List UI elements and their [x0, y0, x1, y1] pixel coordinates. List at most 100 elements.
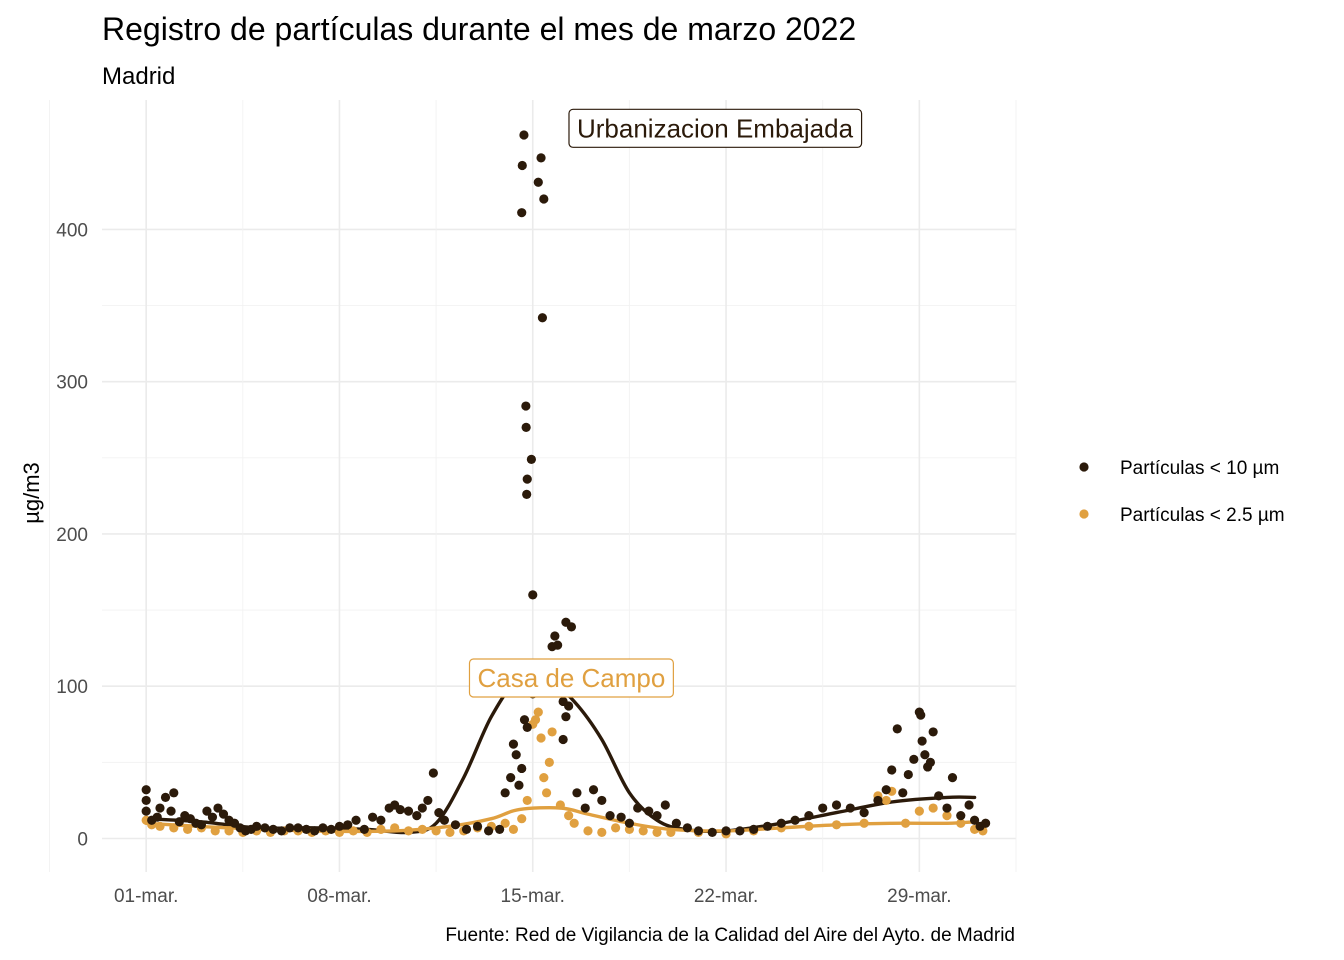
- data-point: [790, 815, 800, 825]
- data-point: [597, 827, 607, 838]
- data-point: [616, 812, 626, 822]
- data-point: [403, 826, 414, 836]
- data-point: [776, 818, 786, 828]
- data-point: [818, 803, 828, 813]
- data-point: [558, 734, 568, 745]
- data-point: [981, 818, 991, 828]
- data-point: [561, 712, 571, 722]
- grid: [49, 100, 1017, 872]
- data-point: [390, 823, 400, 833]
- legend: Partículas < 10 µm Partículas < 2.5 µm: [1079, 458, 1285, 526]
- data-point: [583, 826, 593, 836]
- data-point: [633, 803, 643, 813]
- data-point: [276, 826, 287, 836]
- data-point: [916, 710, 926, 720]
- data-point: [522, 489, 532, 499]
- annotation-box: [468, 658, 674, 698]
- data-point: [495, 824, 505, 834]
- data-point: [141, 795, 151, 806]
- data-point: [376, 815, 386, 825]
- data-point: [671, 818, 681, 828]
- annotation-label: Casa de Campo: [468, 658, 674, 698]
- annotation-text: Urbanizacion Embajada: [577, 113, 854, 143]
- data-point: [956, 811, 966, 821]
- data-point: [638, 826, 648, 836]
- data-point: [348, 826, 358, 836]
- data-point: [412, 811, 422, 821]
- data-point: [569, 818, 579, 828]
- y-axis-label: µg/m3: [19, 462, 44, 524]
- data-point: [537, 313, 548, 323]
- data-point: [166, 806, 176, 816]
- data-point: [762, 821, 773, 831]
- data-point: [666, 827, 676, 838]
- data-point: [605, 811, 615, 821]
- data-point: [652, 811, 662, 821]
- data-point: [611, 823, 621, 833]
- data-point: [483, 826, 494, 836]
- data-point: [403, 806, 414, 816]
- data-point: [500, 788, 510, 798]
- data-point: [942, 811, 952, 821]
- data-point: [588, 785, 599, 795]
- annotations: Urbanizacion Embajada Casa de Campo: [468, 108, 863, 698]
- data-point: [553, 640, 563, 650]
- data-point: [652, 827, 662, 838]
- data-point: [804, 821, 814, 831]
- data-point: [423, 795, 433, 806]
- data-point: [517, 763, 527, 774]
- data-point: [183, 824, 193, 834]
- annotation-label: Urbanizacion Embajada: [568, 108, 863, 148]
- data-point: [721, 826, 731, 836]
- data-point: [547, 727, 557, 737]
- data-point: [445, 827, 455, 838]
- data-point: [252, 821, 262, 831]
- annotation-text: Casa de Campo: [477, 663, 665, 693]
- data-point: [521, 401, 531, 411]
- data-point: [555, 800, 565, 810]
- data-point: [155, 803, 165, 813]
- data-point: [450, 820, 461, 830]
- data-point: [536, 733, 546, 743]
- data-point: [735, 826, 745, 836]
- y-tick-label: 300: [56, 373, 88, 394]
- data-point: [845, 803, 855, 813]
- data-point: [368, 812, 378, 822]
- y-tick-label: 200: [56, 525, 88, 546]
- data-point: [539, 194, 549, 204]
- data-point: [909, 754, 919, 764]
- data-point: [580, 803, 590, 813]
- data-point: [359, 824, 369, 834]
- data-point: [521, 422, 531, 432]
- data-point: [530, 715, 541, 725]
- data-point: [541, 788, 552, 798]
- data-point: [831, 820, 842, 830]
- data-point: [431, 826, 441, 836]
- data-point: [506, 772, 516, 783]
- data-point: [169, 823, 179, 833]
- data-point: [942, 803, 952, 813]
- data-point: [260, 823, 270, 833]
- data-point: [141, 806, 151, 816]
- data-point: [903, 769, 913, 780]
- data-point: [522, 795, 532, 806]
- data-point: [213, 803, 223, 813]
- data-point: [536, 153, 546, 163]
- data-point: [461, 824, 472, 834]
- x-tick-label: 08-mar.: [307, 886, 371, 907]
- data-point: [928, 803, 938, 813]
- data-point: [500, 818, 510, 828]
- data-point: [174, 817, 184, 827]
- data-point: [155, 821, 165, 831]
- data-point: [917, 736, 927, 746]
- data-point: [207, 812, 218, 822]
- data-point: [268, 824, 278, 834]
- data-point: [310, 826, 320, 836]
- data-point: [544, 757, 554, 767]
- data-point: [928, 727, 938, 737]
- data-point: [564, 811, 574, 821]
- data-point: [693, 826, 704, 836]
- data-point: [218, 809, 229, 819]
- data-point: [572, 788, 582, 798]
